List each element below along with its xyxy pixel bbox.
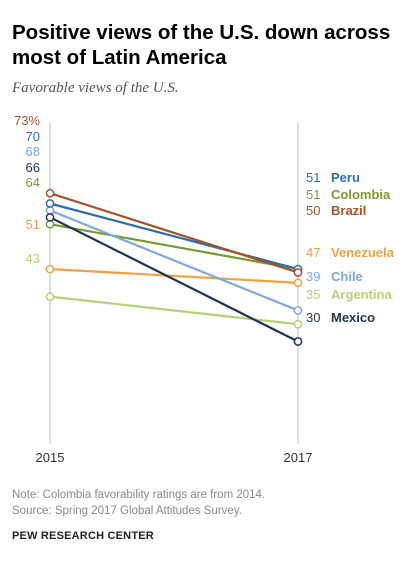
series-line-colombia: [49, 223, 299, 271]
chart-title: Positive views of the U.S. down across m…: [12, 21, 391, 69]
series-line-chile: [49, 209, 299, 312]
series-name-label-mexico: Mexico: [331, 310, 375, 325]
end-value-label-venezuela: 47: [306, 245, 320, 260]
series-name-label-venezuela: Venezuela: [331, 245, 395, 260]
series-name-label-chile: Chile: [331, 269, 363, 284]
point-2017-brazil: [293, 268, 303, 277]
point-2017-mexico: [293, 337, 303, 346]
x-tick-label: 2017: [284, 450, 313, 465]
chart-source: Source: Spring 2017 Global Attitudes Sur…: [12, 505, 242, 517]
point-2017-venezuela: [293, 278, 303, 288]
chart-subtitle: Favorable views of the U.S.: [12, 80, 179, 96]
start-value-label-venezuela: 51: [26, 217, 40, 232]
point-2015-brazil: [45, 188, 55, 198]
point-2015-argentina: [45, 292, 55, 301]
point-2015-colombia: [45, 219, 55, 229]
start-value-label-argentina: 43: [26, 251, 40, 266]
series-name-label-brazil: Brazil: [331, 203, 366, 218]
series-name-label-colombia: Colombia: [331, 187, 391, 202]
start-value-label-peru: 70: [26, 129, 40, 144]
start-value-label-brazil: 73%: [14, 113, 40, 128]
point-2017-chile: [293, 306, 303, 315]
series-line-venezuela: [49, 267, 299, 284]
start-value-label-chile: 68: [26, 144, 40, 159]
slope-chart: 2015 2017 70 64 73% 51 68 43 66 51 Peru 51 Colombia 5…: [14, 113, 395, 465]
start-value-label-colombia: 64: [26, 175, 40, 190]
series-name-label-argentina: Argentina: [331, 287, 392, 302]
point-2015-venezuela: [45, 264, 55, 274]
end-value-label-brazil: 50: [306, 203, 320, 218]
x-tick-label: 2015: [36, 450, 65, 465]
end-value-label-peru: 51: [306, 170, 320, 185]
series-line-brazil: [49, 192, 299, 274]
point-2015-peru: [45, 199, 55, 208]
series-line-argentina: [49, 295, 299, 326]
brand-logo-text: PEW RESEARCH CENTER: [12, 530, 154, 542]
point-2015-chile: [45, 206, 55, 215]
chart-note: Note: Colombia favorability ratings are …: [12, 489, 266, 501]
start-value-label-mexico: 66: [26, 160, 40, 175]
end-value-label-argentina: 35: [306, 287, 320, 302]
point-2015-mexico: [45, 212, 55, 222]
series-name-label-peru: Peru: [331, 170, 360, 185]
end-value-label-chile: 39: [306, 269, 320, 284]
end-value-label-colombia: 51: [306, 187, 320, 202]
series-line-mexico: [49, 216, 299, 343]
end-value-label-mexico: 30: [306, 310, 320, 325]
point-2017-argentina: [293, 319, 303, 329]
